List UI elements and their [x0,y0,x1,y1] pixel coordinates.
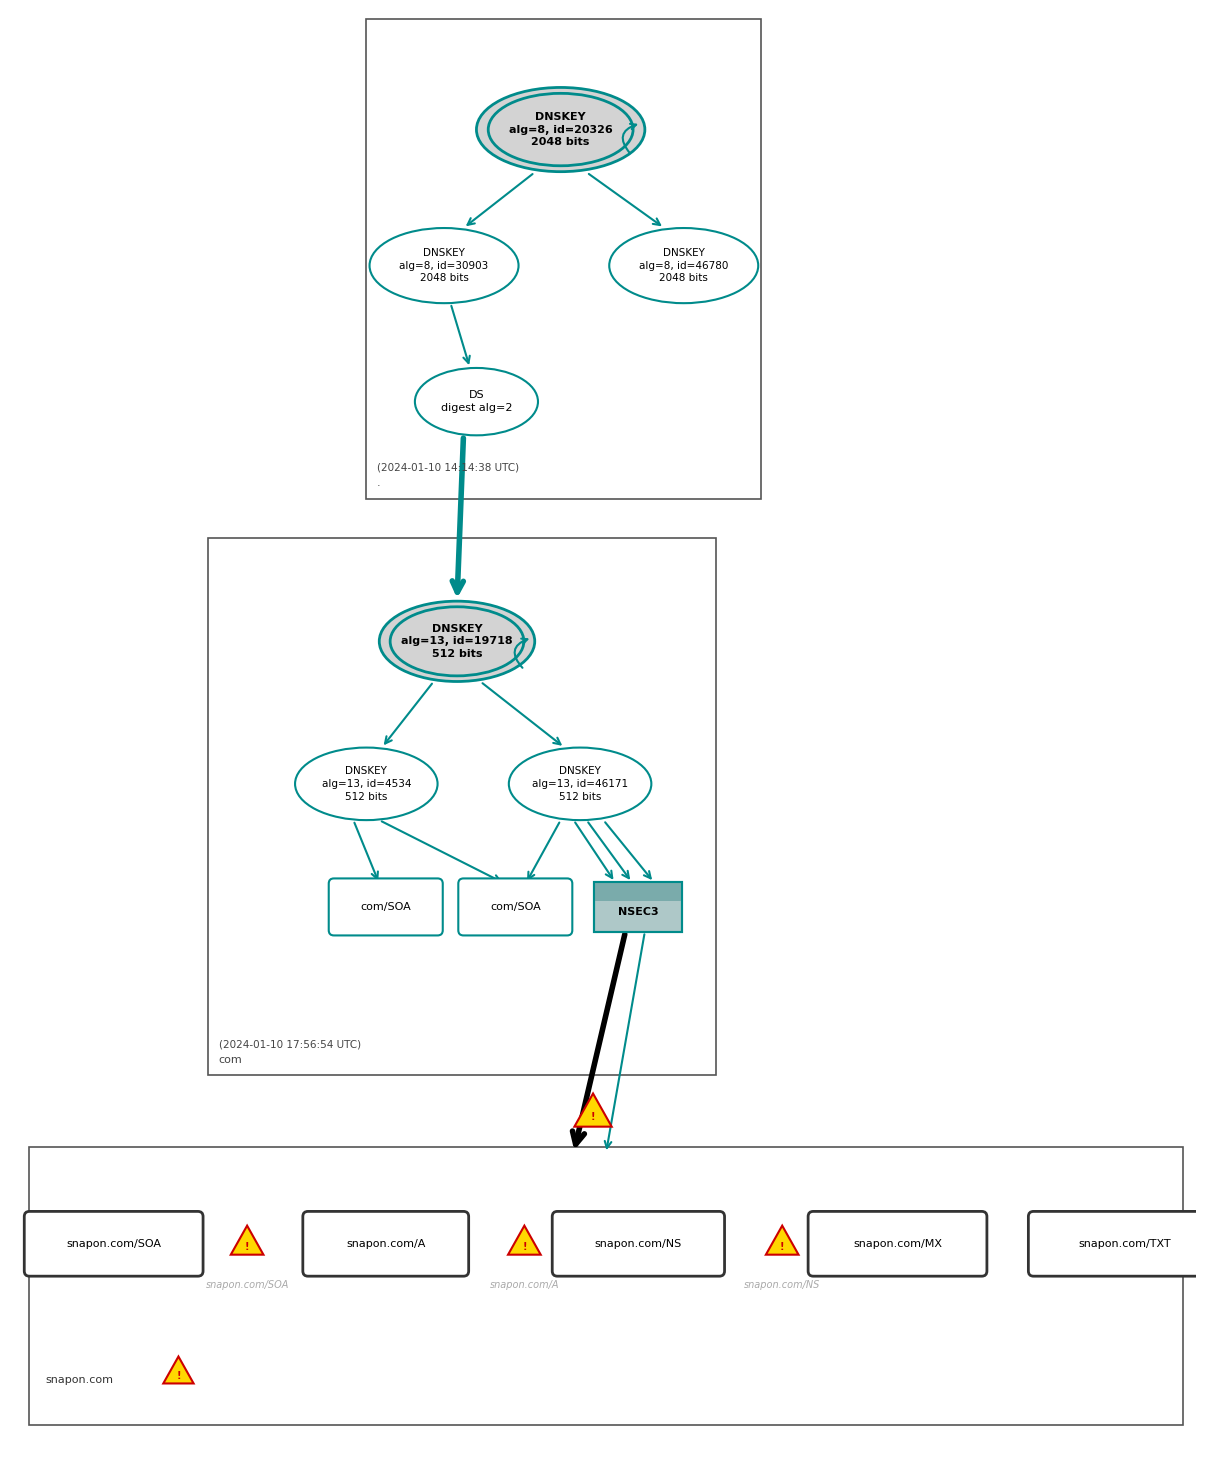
FancyBboxPatch shape [328,879,442,935]
Text: NSEC3: NSEC3 [618,907,658,917]
Text: com/SOA: com/SOA [490,902,541,911]
Text: DNSKEY
alg=8, id=30903
2048 bits: DNSKEY alg=8, id=30903 2048 bits [400,248,488,284]
Text: (2024-01-10 14:14:38 UTC): (2024-01-10 14:14:38 UTC) [377,462,519,473]
Text: .: . [377,479,381,489]
Polygon shape [574,1093,612,1127]
Bar [594,882,682,901]
Bar [594,882,682,932]
Ellipse shape [370,227,519,303]
Text: snapon.com/SOA: snapon.com/SOA [205,1281,288,1289]
FancyBboxPatch shape [553,1211,725,1276]
Ellipse shape [379,601,534,681]
Bar [366,19,761,499]
Text: snapon.com/A: snapon.com/A [490,1281,559,1289]
Polygon shape [766,1226,799,1254]
Ellipse shape [509,747,651,820]
Text: snapon.com/TXT: snapon.com/TXT [1077,1239,1171,1248]
Bar [594,882,682,932]
Text: DS
digest alg=2: DS digest alg=2 [441,390,513,414]
Text: com: com [218,1055,242,1065]
Text: !: ! [781,1242,784,1251]
FancyBboxPatch shape [808,1211,987,1276]
Text: !: ! [590,1112,595,1123]
Ellipse shape [390,607,524,676]
Text: DNSKEY
alg=13, id=46171
512 bits: DNSKEY alg=13, id=46171 512 bits [532,767,628,802]
FancyBboxPatch shape [458,879,572,935]
Ellipse shape [415,368,538,436]
Text: snapon.com/NS: snapon.com/NS [744,1281,821,1289]
Ellipse shape [476,87,645,171]
Bar [208,538,716,1075]
Ellipse shape [610,227,759,303]
Text: DNSKEY
alg=8, id=46780
2048 bits: DNSKEY alg=8, id=46780 2048 bits [639,248,728,284]
Polygon shape [230,1226,263,1254]
Text: snapon.com/SOA: snapon.com/SOA [67,1239,161,1248]
Polygon shape [508,1226,541,1254]
Text: !: ! [522,1242,527,1251]
Text: (2024-01-10 17:56:54 UTC): (2024-01-10 17:56:54 UTC) [218,1040,361,1050]
FancyBboxPatch shape [24,1211,204,1276]
Text: !: ! [176,1371,181,1381]
Bar [29,1146,1183,1425]
FancyBboxPatch shape [1028,1211,1212,1276]
Text: snapon.com/NS: snapon.com/NS [595,1239,682,1248]
Text: DNSKEY
alg=13, id=19718
512 bits: DNSKEY alg=13, id=19718 512 bits [401,623,513,659]
Ellipse shape [295,747,438,820]
Ellipse shape [488,93,633,165]
Text: DNSKEY
alg=13, id=4534
512 bits: DNSKEY alg=13, id=4534 512 bits [321,767,411,802]
FancyBboxPatch shape [303,1211,469,1276]
Text: snapon.com/MX: snapon.com/MX [853,1239,942,1248]
Polygon shape [164,1356,194,1384]
Text: !: ! [245,1242,250,1251]
Text: com/SOA: com/SOA [360,902,411,911]
Text: snapon.com: snapon.com [45,1375,113,1385]
Text: DNSKEY
alg=8, id=20326
2048 bits: DNSKEY alg=8, id=20326 2048 bits [509,112,612,148]
Text: snapon.com/A: snapon.com/A [347,1239,425,1248]
